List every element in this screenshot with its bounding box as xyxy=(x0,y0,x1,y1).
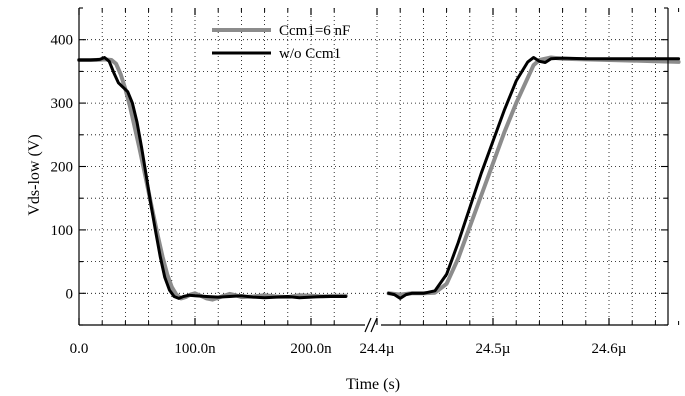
x-tick-label: 24.4µ xyxy=(360,341,395,357)
x-tick-label: 100.0n xyxy=(174,341,216,357)
series-line-1-segment-1 xyxy=(77,57,348,302)
x-tick-label: 24.5µ xyxy=(476,341,511,357)
y-tick-label: 300 xyxy=(51,96,74,112)
series-line-2-segment-2 xyxy=(387,56,681,300)
axis-ticks: 0.0 100.0n 200.0n 24.4µ 24.5µ 24.6µ 0 100 200 300… xyxy=(51,7,680,357)
axis-break-mark xyxy=(364,317,378,333)
axis-break-slash xyxy=(370,317,378,333)
x-axis-title: Time (s) xyxy=(346,376,400,393)
y-tick-label: 100 xyxy=(51,223,74,239)
y-tick-label: 0 xyxy=(66,286,74,302)
x-tick-label: 24.6µ xyxy=(592,341,627,357)
series-layer xyxy=(77,55,681,302)
series-line-2-segment-1 xyxy=(77,56,348,300)
axis-break-slash xyxy=(364,317,372,333)
x-tick-label: 0.0 xyxy=(70,341,89,357)
legend-label-2: w/o Ccm1 xyxy=(279,46,341,62)
y-axis-title: Vds-low (V) xyxy=(26,134,43,215)
x-tick-label: 200.0n xyxy=(290,341,332,357)
y-tick-label: 400 xyxy=(51,33,74,49)
series-line-1-segment-2 xyxy=(386,55,681,297)
legend-label-1: Ccm1=6 nF xyxy=(279,23,350,39)
y-tick-label: 200 xyxy=(51,160,74,176)
legend: Ccm1=6 nF w/o Ccm1 xyxy=(212,23,350,62)
